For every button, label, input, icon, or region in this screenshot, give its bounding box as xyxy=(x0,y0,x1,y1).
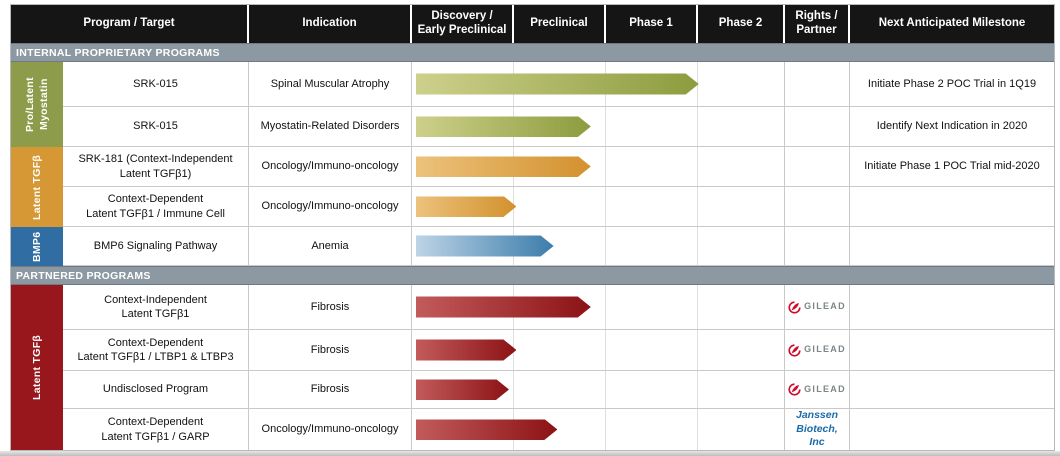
pipeline-row-ltbp: Context-Dependent Latent TGFβ1 / LTBP1 &… xyxy=(63,330,1054,371)
gilead-wordmark: GILEAD xyxy=(804,301,846,312)
progress-arrow xyxy=(416,196,516,217)
program-cell: SRK-015 xyxy=(63,62,249,106)
progress-arrow xyxy=(416,419,557,440)
pipeline-row-undisclosed: Undisclosed Program Fibrosis GILEAD xyxy=(63,371,1054,409)
group-tgfb-internal: Latent TGFβ SRK-181 (Context-Independent… xyxy=(11,147,1054,227)
program-cell: SRK-015 xyxy=(63,107,249,146)
pipeline-row-srk181: SRK-181 (Context-Independent Latent TGFβ… xyxy=(63,147,1054,187)
progress-arrow xyxy=(416,340,516,361)
indication-cell: Spinal Muscular Atrophy xyxy=(249,62,412,106)
program-cell: BMP6 Signaling Pathway xyxy=(63,227,249,265)
section-bar-partnered: PARTNERED PROGRAMS xyxy=(11,266,1054,285)
milestone-cell: Initiate Phase 2 POC Trial in 1Q19 xyxy=(867,77,1037,90)
progress-arrow xyxy=(416,379,509,400)
milestone-cell xyxy=(850,330,1054,370)
stage-track xyxy=(412,330,785,370)
janssen-partner-label: Janssen Biotech, Inc xyxy=(795,409,839,449)
partner-cell xyxy=(785,147,850,186)
gilead-logo: GILEAD xyxy=(788,383,846,396)
stage-track xyxy=(412,409,785,450)
group-myostatin: Pro/Latent Myostatin SRK-015 Spinal Musc… xyxy=(11,62,1054,147)
program-cell: Undisclosed Program xyxy=(63,371,249,408)
stage-track xyxy=(412,187,785,226)
column-header-indication: Indication xyxy=(249,5,412,43)
milestone-cell xyxy=(850,227,1054,265)
progress-arrow xyxy=(416,297,591,318)
progress-arrow xyxy=(416,236,554,257)
stage-track xyxy=(412,371,785,408)
header-row: Program / Target Indication Discovery / … xyxy=(11,5,1054,43)
partner-cell: Janssen Biotech, Inc xyxy=(785,409,850,450)
gilead-wordmark: GILEAD xyxy=(804,344,846,355)
pipeline-row-srk015-mrd: SRK-015 Myostatin-Related Disorders Iden… xyxy=(63,107,1054,147)
indication-cell: Fibrosis xyxy=(249,285,412,329)
partner-cell xyxy=(785,187,850,226)
indication-cell: Myostatin-Related Disorders xyxy=(249,107,412,146)
pipeline-row-ci-tgfb1: Context-Independent Latent TGFβ1 Fibrosi… xyxy=(63,285,1054,330)
indication-cell: Oncology/Immuno-oncology xyxy=(249,187,412,226)
stage-track xyxy=(412,285,785,329)
milestone-cell xyxy=(850,285,1054,329)
group-label-tgfb-internal: Latent TGFβ xyxy=(11,147,63,227)
indication-cell: Oncology/Immuno-oncology xyxy=(249,409,412,450)
gilead-icon xyxy=(788,300,801,314)
partner-cell xyxy=(785,62,850,106)
gilead-logo: GILEAD xyxy=(788,343,846,357)
group-label-bmp6: BMP6 xyxy=(11,227,63,266)
stage-track xyxy=(412,107,785,146)
program-cell: SRK-181 (Context-Independent Latent TGFβ… xyxy=(63,147,249,186)
column-header-phase2: Phase 2 xyxy=(698,5,785,43)
gilead-icon xyxy=(788,343,801,357)
section-bar-internal: INTERNAL PROPRIETARY PROGRAMS xyxy=(11,43,1054,62)
milestone-cell xyxy=(850,371,1054,408)
pipeline-row-bmp6: BMP6 Signaling Pathway Anemia xyxy=(63,227,1054,266)
pipeline-table: Program / Target Indication Discovery / … xyxy=(10,4,1055,451)
group-bmp6: BMP6 BMP6 Signaling Pathway Anemia xyxy=(11,227,1054,266)
gilead-icon xyxy=(788,383,801,396)
column-header-rights-partner: Rights / Partner xyxy=(785,5,850,43)
milestone-cell: Identify Next Indication in 2020 xyxy=(876,120,1028,133)
group-label-myostatin: Pro/Latent Myostatin xyxy=(11,62,63,147)
milestone-cell xyxy=(850,409,1054,450)
window-edge xyxy=(0,451,1060,456)
partner-cell xyxy=(785,227,850,265)
group-label-tgfb-partnered: Latent TGFβ xyxy=(11,285,63,450)
progress-arrow xyxy=(416,74,699,95)
program-cell: Context-Dependent Latent TGFβ1 / Immune … xyxy=(63,187,249,226)
column-header-preclinical: Preclinical xyxy=(514,5,606,43)
indication-cell: Fibrosis xyxy=(249,371,412,408)
progress-arrow xyxy=(416,156,591,177)
partner-cell: GILEAD xyxy=(785,285,850,329)
indication-cell: Oncology/Immuno-oncology xyxy=(249,147,412,186)
partner-cell xyxy=(785,107,850,146)
indication-cell: Fibrosis xyxy=(249,330,412,370)
program-cell: Context-Independent Latent TGFβ1 xyxy=(63,285,249,329)
stage-track xyxy=(412,227,785,265)
column-header-discovery: Discovery / Early Preclinical xyxy=(412,5,514,43)
column-header-phase1: Phase 1 xyxy=(606,5,698,43)
gilead-wordmark: GILEAD xyxy=(804,383,846,394)
group-tgfb-partnered: Latent TGFβ Context-Independent Latent T… xyxy=(11,285,1054,450)
column-header-milestone: Next Anticipated Milestone xyxy=(850,5,1054,43)
pipeline-row-immune-cell: Context-Dependent Latent TGFβ1 / Immune … xyxy=(63,187,1054,227)
program-cell: Context-Dependent Latent TGFβ1 / GARP xyxy=(63,409,249,450)
program-cell: Context-Dependent Latent TGFβ1 / LTBP1 &… xyxy=(63,330,249,370)
stage-track xyxy=(412,62,785,106)
partner-cell: GILEAD xyxy=(785,330,850,370)
partner-cell: GILEAD xyxy=(785,371,850,408)
milestone-cell xyxy=(850,187,1054,226)
milestone-cell: Initiate Phase 1 POC Trial mid-2020 xyxy=(864,160,1040,173)
indication-cell: Anemia xyxy=(249,227,412,265)
column-header-program-target: Program / Target xyxy=(11,5,249,43)
pipeline-row-srk015-sma: SRK-015 Spinal Muscular Atrophy Initiate… xyxy=(63,62,1054,107)
pipeline-row-garp: Context-Dependent Latent TGFβ1 / GARP On… xyxy=(63,409,1054,450)
stage-track xyxy=(412,147,785,186)
progress-arrow xyxy=(416,116,591,137)
gilead-logo: GILEAD xyxy=(788,300,846,314)
